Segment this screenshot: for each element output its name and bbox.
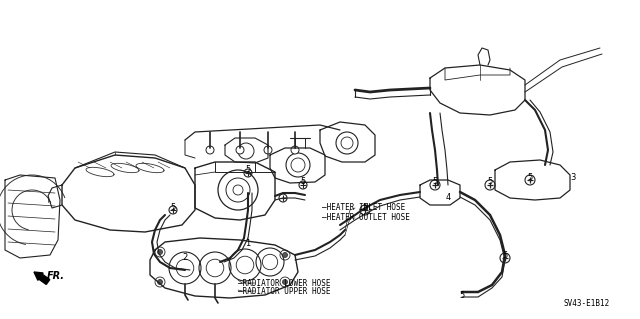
Circle shape xyxy=(264,146,272,154)
Text: —RADIATOR LOWER HOSE: —RADIATOR LOWER HOSE xyxy=(238,278,330,287)
Text: 5: 5 xyxy=(245,166,251,174)
FancyArrow shape xyxy=(34,272,50,285)
Text: 4: 4 xyxy=(445,194,451,203)
Circle shape xyxy=(157,249,163,255)
Text: 5: 5 xyxy=(170,203,175,211)
Circle shape xyxy=(291,146,299,154)
Text: FR.: FR. xyxy=(47,271,65,281)
Text: 5: 5 xyxy=(300,177,306,187)
Text: 5: 5 xyxy=(433,177,438,187)
Circle shape xyxy=(236,146,244,154)
Text: SV43-E1B12: SV43-E1B12 xyxy=(564,299,610,308)
Circle shape xyxy=(282,253,287,257)
Circle shape xyxy=(206,146,214,154)
Text: 2: 2 xyxy=(182,254,188,263)
Text: 5: 5 xyxy=(460,291,465,300)
Text: 5: 5 xyxy=(527,173,532,182)
Circle shape xyxy=(157,279,163,285)
Circle shape xyxy=(282,279,287,285)
Text: —HEATER OUTLET HOSE: —HEATER OUTLET HOSE xyxy=(322,213,410,222)
Text: —HEATER INLET HOSE: —HEATER INLET HOSE xyxy=(322,204,405,212)
Text: 1: 1 xyxy=(245,239,251,248)
Text: —RADIATOR UPPER HOSE: —RADIATOR UPPER HOSE xyxy=(238,286,330,295)
Text: 5: 5 xyxy=(488,177,493,187)
Text: 5: 5 xyxy=(502,250,508,259)
Text: 5: 5 xyxy=(362,203,367,211)
Text: 3: 3 xyxy=(570,174,576,182)
